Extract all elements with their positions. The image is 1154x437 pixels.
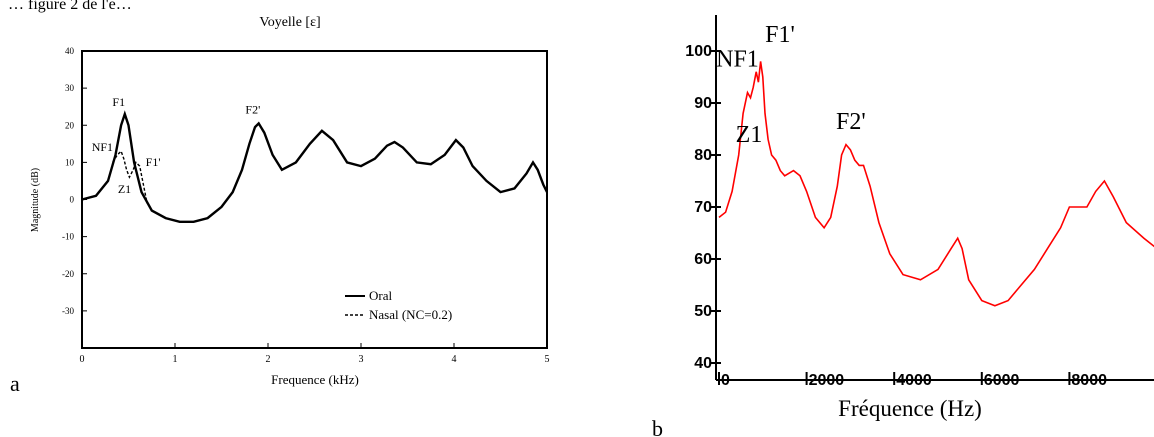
chart-a-xtick-label: 1	[173, 354, 178, 365]
chart-a-ytick-label: 0	[70, 195, 75, 205]
chart-a-xtick-label: 3	[359, 354, 364, 365]
chart-a-series-oral	[81, 110, 549, 223]
chart-b-ytick-label: 90	[694, 95, 712, 112]
panel-label-a: a	[10, 371, 20, 396]
chart-b-annotation: F2'	[836, 109, 866, 135]
chart-b-annotation: F1'	[765, 22, 795, 48]
header-fragment: … figure 2 de l'e…	[8, 0, 132, 13]
chart-b-ytick-label: 50	[694, 303, 712, 320]
chart-b-ytick-label: 40	[694, 355, 712, 372]
chart-a-ylabel: Magnitude (dB)	[30, 168, 41, 232]
chart-a-series-nasal	[112, 149, 148, 204]
chart-b-annotation: Z1	[736, 122, 763, 148]
chart-a-legend: Oral Nasal (NC=0.2)	[345, 288, 452, 322]
chart-a-annotations: F1 NF1 F1' Z1 F2'	[92, 95, 261, 196]
chart-a-xtick-label: 4	[452, 354, 457, 365]
chart-a-ytick-label: -10	[62, 232, 74, 242]
chart-a-annotation: F2'	[245, 102, 260, 116]
chart-a-axes: 0 1 2 3 4 5 -30 -20 -10 0 10 20 30 40	[62, 46, 550, 365]
chart-b-ytick-label: 100	[685, 43, 712, 60]
chart-a-title: Voyelle [ɛ]	[259, 15, 320, 30]
chart-a-ytick-label: 30	[65, 83, 75, 93]
chart-a-frame	[81, 50, 548, 349]
chart-a-annotation: F1	[112, 95, 125, 109]
chart-b-series-line	[718, 61, 1154, 307]
chart-b-ytick-label: 70	[694, 199, 712, 216]
chart-b-xtick-label: 6000	[984, 372, 1020, 389]
chart-a-annotation: NF1	[92, 140, 113, 154]
chart-b-series	[718, 61, 1154, 307]
chart-a-ytick-label: 40	[65, 46, 75, 56]
chart-a-annotation: Z1	[118, 182, 131, 196]
chart-a-xtick-label: 2	[266, 354, 271, 365]
chart-b-xlabel: Fréquence (Hz)	[838, 396, 982, 421]
chart-a-xtick-label: 5	[545, 354, 550, 365]
chart-b-xtick-label: 8000	[1071, 372, 1107, 389]
chart-a-xlabel: Frequence (kHz)	[271, 372, 359, 387]
chart-a-xtick-label: 0	[80, 354, 85, 365]
chart-a-ytick-label: 10	[65, 157, 75, 167]
legend-nasal-label: Nasal (NC=0.2)	[369, 307, 452, 322]
chart-b-ticks: 40 50 60 70 80 90 100 0 2000 4000 6000 8000	[685, 43, 1107, 389]
chart-a-ytick-label: -20	[62, 269, 74, 279]
chart-a-ytick-label: 20	[65, 120, 75, 130]
chart-a-series	[81, 110, 549, 223]
chart-b-xtick-label: 0	[721, 372, 730, 389]
chart-a: Voyelle [ɛ] 0 1 2 3 4 5 -30 -20 -10 0 10 20 30 40 F1 N…	[10, 15, 550, 396]
chart-b-xtick-label: 4000	[896, 372, 932, 389]
chart-b-xtick-label: 2000	[809, 372, 845, 389]
chart-b-axes	[715, 15, 1154, 381]
chart-b-ytick-label: 60	[694, 251, 712, 268]
chart-a-annotation: F1'	[146, 155, 161, 169]
legend-oral-label: Oral	[369, 288, 392, 303]
chart-a-ytick-label: -30	[62, 306, 74, 316]
chart-b-ytick-label: 80	[694, 147, 712, 164]
chart-b-annotation: NF1	[716, 47, 759, 73]
panel-label-b: b	[652, 416, 663, 437]
